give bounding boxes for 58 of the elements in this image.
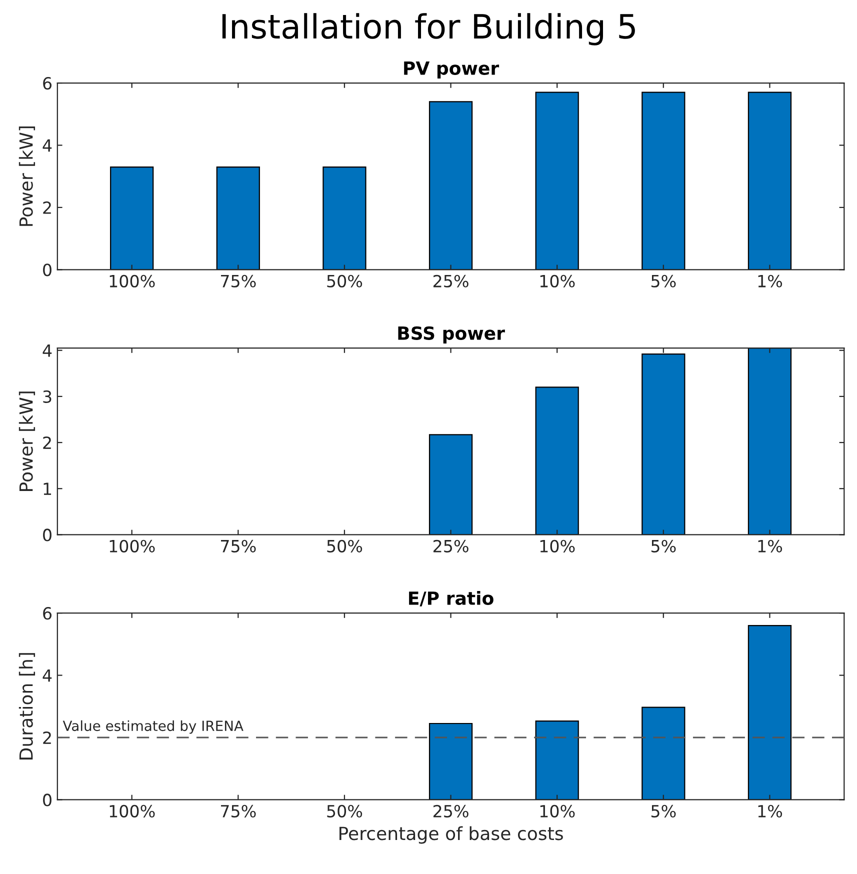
y-tick-label: 4 [42,139,52,152]
bar [748,92,792,270]
x-tick-label: 100% [110,274,155,288]
bar [642,92,686,270]
x-tick-label: 50% [327,804,362,818]
y-tick-label: 1 [44,482,52,495]
chart-title: Installation for Building 5 [222,13,635,46]
x-tick-label: 25% [433,540,468,552]
y-tick-label: 2 [43,201,51,214]
x-tick-label: 10% [540,804,575,818]
chart-title: E/P ratio [409,591,494,606]
y-tick-label: 2 [43,436,51,449]
bar [428,101,473,270]
x-tick-label: 25% [433,804,468,818]
y-axis-title: Duration [h] [18,653,36,760]
y-tick-label: 0 [43,528,52,542]
x-tick-label: 50% [327,274,362,288]
bar [216,166,260,270]
x-tick-label: 1% [758,540,782,552]
x-tick-label: 10% [540,540,575,552]
bar [748,624,792,800]
bar [748,348,792,535]
x-tick-label: 10% [540,274,575,288]
bar [428,434,473,535]
x-tick-label: 50% [327,540,362,552]
y-tick-label: 4 [42,669,52,682]
x-tick-label: 5% [651,274,676,288]
bar [535,386,579,535]
bar [535,92,579,270]
x-tick-label: 1% [758,804,782,818]
y-tick-label: 0 [43,264,52,276]
bar [535,720,579,800]
bar [642,353,686,535]
y-tick-label: 6 [43,607,52,620]
x-axis-title: Percentage of base costs [340,826,563,844]
bar [428,722,473,800]
y-axis-title: Power [kW] [18,126,36,226]
ref-line-label: Value estimated by IRENA [62,720,244,734]
y-tick-label: 2 [43,731,51,744]
x-tick-label: 75% [221,274,256,288]
y-tick-label: 0 [43,794,52,806]
bar [322,166,366,270]
y-tick-label: 3 [43,390,52,404]
y-axis-title: Power [kW] [18,392,36,491]
x-tick-label: 5% [651,804,676,818]
x-tick-label: 100% [110,540,155,552]
x-tick-label: 75% [221,540,256,552]
x-tick-label: 5% [651,540,676,552]
chart-subtitle: PV power [404,62,500,78]
x-tick-label: 75% [221,804,256,818]
bar [110,166,154,270]
x-tick-label: 1% [758,274,782,288]
chart-title: BSS power [398,326,505,344]
x-tick-label: 100% [110,804,155,818]
x-tick-label: 25% [433,274,468,288]
y-tick-label: 4 [42,344,52,357]
y-tick-label: 6 [43,76,52,90]
bar [642,706,686,800]
